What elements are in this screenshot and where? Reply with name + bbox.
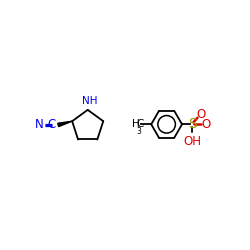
Text: N: N	[35, 118, 44, 132]
Text: H: H	[132, 119, 140, 129]
Text: 3: 3	[136, 127, 141, 136]
Polygon shape	[58, 121, 72, 126]
Text: OH: OH	[184, 135, 202, 148]
Text: O: O	[196, 108, 205, 121]
Text: NH: NH	[82, 96, 98, 106]
Text: C: C	[48, 118, 56, 132]
Text: O: O	[201, 118, 210, 131]
Text: S: S	[188, 117, 196, 131]
Text: C: C	[136, 119, 143, 129]
